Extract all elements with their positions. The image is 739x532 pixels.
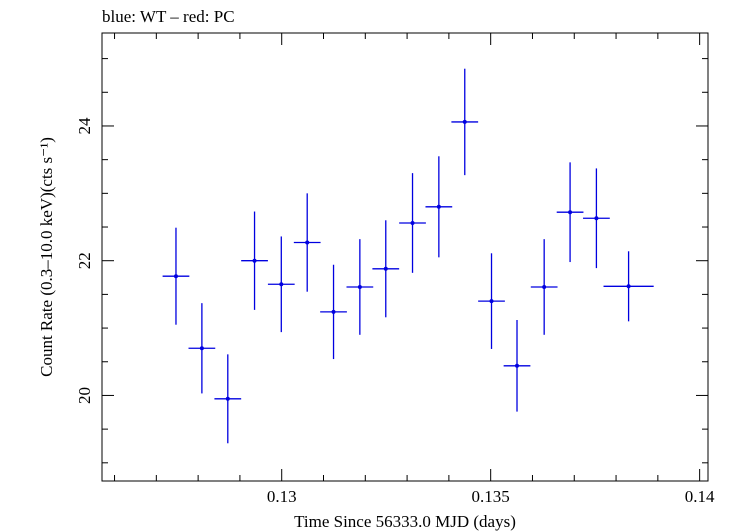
point-marker [462,119,467,124]
data-point [267,236,295,333]
data-point [162,227,190,325]
point-marker [436,204,441,209]
point-marker [542,284,547,289]
chart-title: blue: WT – red: PC [102,7,235,26]
point-marker [305,240,310,245]
data-point [214,354,242,444]
point-marker [279,282,284,287]
point-marker [383,266,388,271]
data-point [503,319,531,412]
point-marker [489,299,494,304]
data-point [603,251,654,322]
plot-frame [101,32,709,482]
data-point [188,303,216,394]
x-tick-label: 0.135 [472,487,510,506]
x-axis-ticks: 0.13 0.135 0.14 [114,33,715,506]
y-tick-label: 22 [75,252,94,269]
point-marker [594,216,599,221]
data-point [399,173,426,273]
point-marker [252,258,257,263]
x-tick-label: 0.14 [685,487,715,506]
y-tick-label: 24 [75,117,94,134]
data-point [530,239,558,335]
point-marker [515,363,520,368]
data-points [162,68,654,444]
data-point [583,168,610,269]
point-marker [173,274,178,279]
y-tick-label: 20 [75,387,94,404]
data-point [478,253,505,349]
data-point [451,68,479,176]
data-point [346,239,374,335]
data-point [372,220,400,318]
data-point [293,193,321,292]
data-point [241,211,268,310]
y-axis-label: Count Rate (0.3–10.0 keV)(cts s⁻¹) [37,137,56,377]
data-point [556,162,584,263]
point-marker [626,284,631,289]
x-axis-label: Time Since 56333.0 MJD (days) [294,512,516,531]
point-marker [225,396,230,401]
point-marker [410,220,415,225]
data-point [425,156,453,258]
point-marker [199,346,204,351]
point-marker [331,309,336,314]
x-tick-label: 0.13 [267,487,297,506]
point-marker [568,210,573,215]
point-marker [357,284,362,289]
data-point [320,264,347,360]
y-axis-ticks: 20 22 24 [75,58,708,464]
